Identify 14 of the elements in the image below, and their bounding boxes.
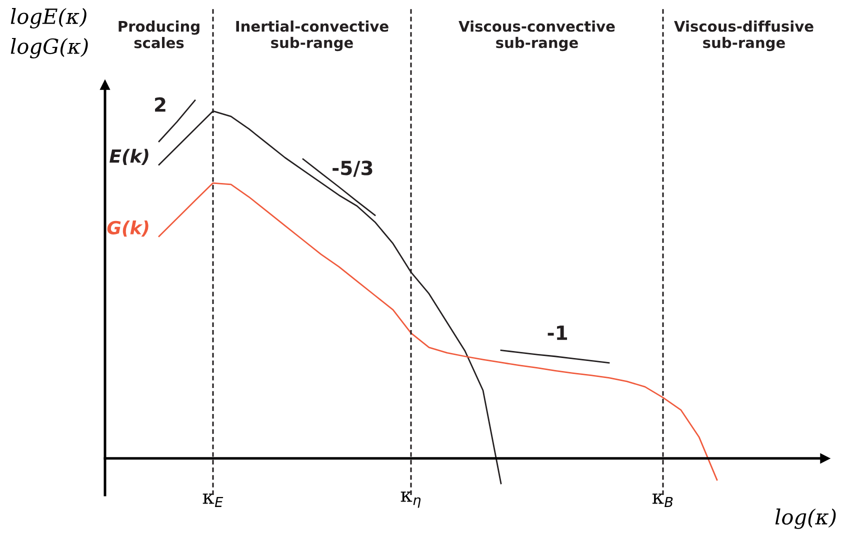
text: Viscous-diffusive sub-range	[674, 20, 814, 52]
text: Producing scales	[118, 20, 200, 48]
annotation: -1	[548, 326, 568, 340]
text: Viscous-convective sub-range	[458, 20, 615, 52]
x-axis-title: log(κ)	[775, 508, 836, 529]
series-label: G(k)	[107, 220, 148, 237]
annotation: 2	[155, 97, 166, 112]
x-tick-label: κ$_{B}$	[652, 494, 673, 507]
text: Inertial-convective sub-range	[236, 20, 388, 52]
x-tick-label: κ$_{E}$	[202, 494, 224, 507]
series-label: E(k)	[110, 148, 148, 165]
annotation: -5/3	[332, 160, 372, 177]
y-axis-title: logE(κ) logG(κ)	[10, 8, 88, 58]
x-tick-label: κ$_{η}$	[400, 492, 421, 508]
